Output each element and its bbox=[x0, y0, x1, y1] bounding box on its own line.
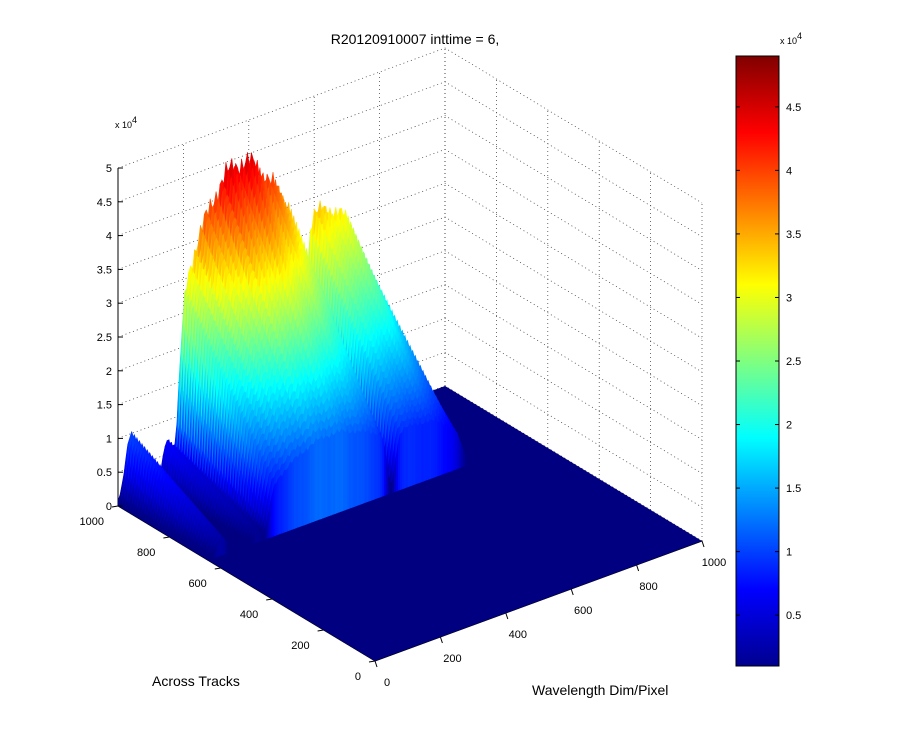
z-tick-label: 0.5 bbox=[97, 467, 112, 479]
x-tick-label: 1000 bbox=[702, 557, 726, 569]
y-tick-mark bbox=[214, 567, 221, 570]
y-tick-mark bbox=[317, 629, 324, 632]
x-tick-mark bbox=[374, 660, 378, 668]
grid-line bbox=[117, 47, 703, 204]
colorbar bbox=[735, 55, 780, 667]
x-tick-label: 0 bbox=[384, 677, 390, 689]
x-tick-mark bbox=[505, 612, 509, 620]
colorbar-tick-label: 4.5 bbox=[786, 102, 801, 114]
z-tick-label: 1 bbox=[106, 433, 112, 445]
colorbar-tick-label: 4 bbox=[786, 165, 792, 177]
y-tick-label: 0 bbox=[355, 671, 361, 683]
x-tick-mark bbox=[570, 588, 574, 596]
x-tick-mark bbox=[701, 540, 705, 548]
colorbar-tick-label: 2.5 bbox=[786, 356, 801, 368]
y-tick-label: 600 bbox=[188, 578, 206, 590]
colorbar-tick-label: 3.5 bbox=[786, 229, 801, 241]
x-tick-mark bbox=[636, 564, 640, 572]
x-axis-label: Wavelength Dim/Pixel bbox=[532, 682, 668, 698]
y-axis-label: Across Tracks bbox=[152, 673, 240, 689]
colorbar-tick-label: 1.5 bbox=[786, 483, 801, 495]
y-tick-mark bbox=[266, 598, 273, 601]
y-tick-mark bbox=[368, 660, 376, 663]
z-tick-label: 1.5 bbox=[97, 400, 112, 412]
y-tick-label: 200 bbox=[291, 640, 309, 652]
x-tick-label: 600 bbox=[574, 605, 592, 617]
y-tick-label: 400 bbox=[240, 609, 258, 621]
z-tick-label: 2.5 bbox=[97, 332, 112, 344]
z-tick-label: 0 bbox=[106, 501, 112, 513]
y-tick-label: 1000 bbox=[80, 516, 104, 528]
x-tick-label: 800 bbox=[639, 581, 657, 593]
z-tick-label: 2 bbox=[106, 366, 112, 378]
z-tick-label: 3 bbox=[106, 298, 112, 310]
y-tick-mark bbox=[163, 536, 170, 539]
x-tick-label: 200 bbox=[443, 653, 461, 665]
x-tick-mark bbox=[439, 636, 443, 644]
y-tick-label: 800 bbox=[137, 547, 155, 559]
colorbar-tick-label: 1 bbox=[786, 547, 792, 559]
chart-title: R20120910007 inttime = 6, bbox=[331, 31, 500, 47]
z-tick-label: 4.5 bbox=[97, 197, 112, 209]
colorbar-tick-label: 0.5 bbox=[786, 610, 801, 622]
z-exponent-label: x 104 bbox=[115, 115, 137, 130]
surface-layer bbox=[117, 152, 702, 661]
colorbar-tick-label: 2 bbox=[786, 420, 792, 432]
z-tick-label: 4 bbox=[106, 231, 112, 243]
z-tick-label: 3.5 bbox=[97, 264, 112, 276]
colorbar-exponent-label: x 104 bbox=[780, 31, 802, 46]
colorbar-tick-label: 3 bbox=[786, 292, 792, 304]
z-tick-label: 5 bbox=[106, 163, 112, 175]
y-tick-mark bbox=[111, 505, 119, 508]
x-tick-label: 400 bbox=[509, 629, 527, 641]
